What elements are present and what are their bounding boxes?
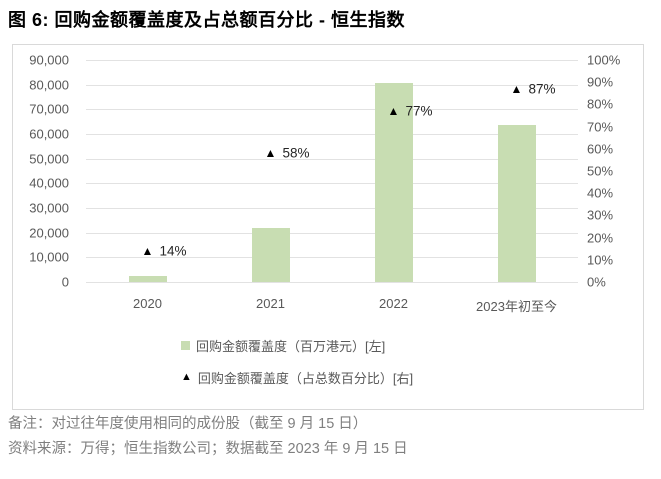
data-label: 77% [405, 103, 433, 119]
y-tick-label-left: 60,000 [29, 126, 69, 142]
triangle-marker: ▲ [510, 81, 523, 96]
y-tick-label-right: 30% [587, 207, 614, 223]
triangle-marker: ▲ [264, 146, 277, 161]
legend-item-label: 回购金额覆盖度（占总数百分比）[右] [197, 370, 414, 386]
y-tick-label-left: 20,000 [29, 225, 69, 241]
y-tick-label-left: 80,000 [29, 77, 69, 93]
y-tick-label-right: 50% [587, 163, 614, 179]
y-tick-label-left: 40,000 [29, 175, 69, 191]
bar [374, 82, 413, 282]
data-label: 87% [528, 81, 556, 97]
chart-frame: 90,000 80,000 70,000 60,000 50,000 40,000 30,0… [12, 44, 644, 410]
x-axis: 2020 2021 2022 2023年初至今 [86, 296, 578, 316]
y-tick-label-right: 70% [587, 119, 614, 135]
legend-item-bar-series: 回购金额覆盖度（百万港元）[左] [181, 337, 413, 354]
legend-item-label: 回购金额覆盖度（百万港元）[左] [196, 338, 386, 354]
triangle-marker: ▲ [141, 243, 154, 258]
bar [251, 227, 290, 282]
gridline [86, 183, 578, 185]
gridline [86, 232, 578, 234]
triangle-marker: ▲ [387, 104, 400, 119]
footnotes: 备注：对过往年度使用相同的成份股（截至 9 月 15 日） 资料来源：万得；恒生… [8, 412, 408, 462]
plot-area: ▲ 14% ▲ 58% ▲ 77% ▲ 87% [86, 60, 578, 283]
gridline [86, 109, 578, 111]
y-tick-label-left: 0 [61, 274, 69, 290]
y-tick-label-right: 40% [587, 185, 614, 201]
y-tick-label-right: 90% [587, 74, 614, 90]
x-tick-label: 2021 [256, 296, 285, 311]
gridline [86, 257, 578, 259]
y-tick-label-left: 70,000 [29, 101, 69, 117]
y-tick-label-left: 30,000 [29, 200, 69, 216]
chart-legend: 回购金额覆盖度（百万港元）[左] ▲ 回购金额覆盖度（占总数百分比）[右] [181, 337, 414, 386]
y-tick-label-left: 50,000 [29, 151, 69, 167]
gridline [86, 158, 578, 160]
gridline [86, 282, 578, 283]
triangle-marker-icon: ▲ [181, 370, 192, 383]
y-tick-label-right: 10% [587, 252, 614, 268]
gridline [86, 207, 578, 209]
gridline [86, 60, 578, 61]
y-tick-label-right: 20% [587, 230, 614, 246]
x-tick-label: 2020 [133, 296, 162, 311]
x-tick-label: 2022 [379, 296, 408, 311]
right-axis: 100% 90% 80% 70% 60% 50% 40% 30% 20% 10% 0% [587, 53, 639, 290]
y-tick-label-right: 0% [587, 274, 606, 290]
y-tick-label-right: 60% [587, 141, 614, 157]
gridline [86, 84, 578, 86]
left-axis: 90,000 80,000 70,000 60,000 50,000 40,000 30,0… [13, 53, 69, 290]
bar-series-swatch-icon [181, 340, 190, 350]
y-tick-label-right: 100% [587, 52, 621, 68]
y-tick-label-left: 90,000 [29, 52, 69, 68]
legend-item-scatter-series: ▲ 回购金额覆盖度（占总数百分比）[右] [181, 369, 414, 386]
bar [497, 124, 536, 282]
y-tick-label-right: 80% [587, 96, 614, 112]
bar [128, 276, 167, 282]
page-title: 图 6: 回购金额覆盖度及占总额百分比 - 恒生指数 [8, 10, 406, 30]
data-label: 58% [282, 145, 310, 161]
footnote-note: 备注：对过往年度使用相同的成份股（截至 9 月 15 日） [8, 416, 368, 432]
gridline [86, 133, 578, 135]
x-tick-label: 2023年初至今 [476, 299, 557, 314]
data-label: 14% [159, 243, 187, 259]
y-tick-label-left: 10,000 [29, 249, 69, 265]
footnote-source: 资料来源：万得；恒生指数公司；数据截至 2023 年 9 月 15 日 [8, 441, 408, 457]
